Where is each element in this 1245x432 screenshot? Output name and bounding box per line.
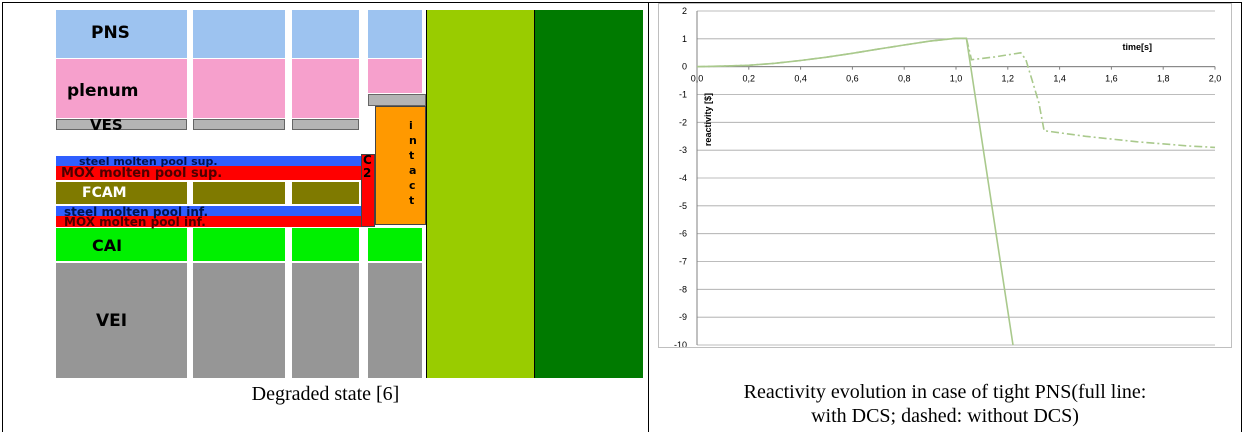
table-border-left (2, 2, 3, 432)
y-tick-label: -9 (679, 312, 687, 322)
fcam-block (56, 182, 187, 204)
intact-letter: n (409, 134, 417, 147)
intact-letter: a (409, 164, 417, 177)
steel-inf-layer (56, 206, 361, 216)
intact-letter: t (409, 149, 415, 162)
table-border-top (2, 2, 1242, 3)
steel-sup-label: steel molten pool sup. (79, 155, 218, 168)
y-tick-label: -2 (679, 117, 687, 127)
ves-block (292, 119, 359, 130)
reactivity-chart-svg: 2 1 0 -1 -2 -3 -4 -5 -6 -7 -8 -9 -10 0,0 0,2 0,4 0,6 0,8 1… (674, 6, 1222, 347)
y-tick-label: 0 (682, 62, 687, 72)
x-tick-label: 0,8 (898, 74, 911, 84)
fcam-block (292, 182, 359, 204)
ves-block (368, 94, 426, 106)
intact-label: i n t a c t (409, 118, 419, 208)
y-tick-label: 2 (682, 6, 687, 16)
plenum-block (56, 59, 187, 118)
intact-letter: i (409, 119, 413, 132)
plenum-block (368, 59, 422, 93)
y-tick-label: -3 (679, 145, 687, 155)
fcam-label: FCAM (82, 185, 127, 201)
pns-block (56, 10, 187, 58)
y-tick-label: -8 (679, 284, 687, 294)
x-tick-label: 1,2 (1002, 74, 1015, 84)
fcam-block (193, 182, 285, 204)
pns-block (292, 10, 359, 58)
table-border-middle (648, 2, 649, 432)
y-tick-label: -6 (679, 229, 687, 239)
x-tick-label: 0,2 (743, 74, 756, 84)
right-caption-line1: Reactivity evolution in case of tight PN… (743, 381, 1147, 403)
vei-block (368, 263, 422, 378)
ves-block (56, 119, 187, 130)
ves-label: VES (90, 116, 123, 134)
steel-sup-layer (56, 156, 361, 166)
vei-label: VEI (96, 311, 128, 331)
plenum-label: plenum (67, 81, 139, 101)
y-tick-label: -4 (679, 173, 687, 183)
plenum-block (292, 59, 359, 118)
mox-inf-label: MOX molten pool inf. (64, 215, 206, 229)
y-tick-label: -7 (679, 257, 687, 267)
mox-sup-layer (56, 166, 361, 180)
vei-block (193, 263, 285, 378)
x-tick-label: 0,0 (691, 74, 704, 84)
light-green-column (426, 10, 535, 378)
c2-label-c: C (363, 153, 372, 167)
y-tick-label: -10 (674, 340, 687, 347)
mox-inf-layer (56, 216, 361, 227)
mox-sup-label: MOX molten pool sup. (61, 166, 223, 181)
intact-letter: c (409, 179, 416, 192)
series-line-with-dcs (696, 37, 1014, 346)
x-tick-label: 1,4 (1053, 74, 1066, 84)
reactivity-chart: 2 1 0 -1 -2 -3 -4 -5 -6 -7 -8 -9 -10 0,0 0,2 0,4 0,6 0,8 1… (658, 3, 1232, 348)
cai-block (193, 228, 285, 261)
steel-inf-label: steel molten pool inf. (64, 205, 209, 219)
cai-block (368, 228, 422, 261)
y-tick-label: -1 (679, 90, 687, 100)
y-tick-label: 1 (682, 34, 687, 44)
vei-block (56, 263, 187, 378)
x-tick-label: 0,4 (794, 74, 807, 84)
intact-block (375, 106, 426, 225)
cai-label: CAI (92, 236, 123, 255)
cai-block (56, 228, 187, 261)
c2-block (361, 154, 375, 227)
y-axis-label: reactivity [$] (703, 93, 713, 146)
degraded-state-figure: PNS plenum VES steel molten pool sup. MO… (56, 10, 643, 378)
pns-block (368, 10, 422, 58)
ves-block (193, 119, 285, 130)
series-line-without-dcs (696, 37, 1216, 149)
cai-block (292, 228, 359, 261)
x-tick-label: 1,6 (1105, 74, 1118, 84)
plenum-block (193, 59, 285, 118)
x-tick-label: 1,0 (950, 74, 963, 84)
intact-letter: t (409, 194, 415, 207)
x-axis-label: time[s] (1123, 42, 1153, 52)
x-tick-label: 1,8 (1157, 74, 1170, 84)
dark-green-column (535, 10, 643, 378)
pns-block (193, 10, 285, 58)
vei-block (292, 263, 359, 378)
table-border-right (1241, 2, 1242, 432)
right-caption-line2: with DCS; dashed: without DCS) (811, 405, 1079, 427)
y-tick-label: -5 (679, 201, 687, 211)
pns-label: PNS (91, 23, 130, 43)
x-tick-label: 2,0 (1209, 74, 1222, 84)
x-tick-label: 0,6 (846, 74, 859, 84)
c2-label-2: 2 (363, 166, 372, 180)
left-caption: Degraded state [6] (251, 383, 400, 405)
